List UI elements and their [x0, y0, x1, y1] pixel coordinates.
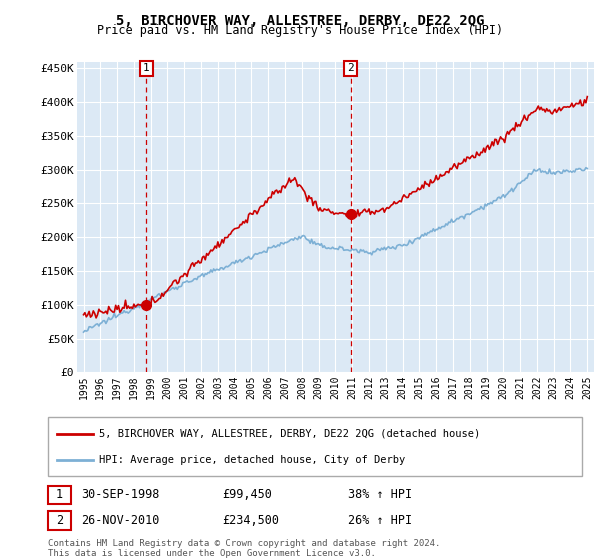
Text: 1: 1 — [56, 488, 63, 501]
Text: 26% ↑ HPI: 26% ↑ HPI — [348, 514, 412, 527]
Text: 2: 2 — [56, 514, 63, 527]
Text: 26-NOV-2010: 26-NOV-2010 — [81, 514, 160, 527]
Text: £99,450: £99,450 — [222, 488, 272, 501]
Text: 1: 1 — [143, 63, 150, 73]
Text: HPI: Average price, detached house, City of Derby: HPI: Average price, detached house, City… — [99, 455, 405, 465]
Text: Price paid vs. HM Land Registry's House Price Index (HPI): Price paid vs. HM Land Registry's House … — [97, 24, 503, 37]
Text: 38% ↑ HPI: 38% ↑ HPI — [348, 488, 412, 501]
Text: £234,500: £234,500 — [222, 514, 279, 527]
Text: 30-SEP-1998: 30-SEP-1998 — [81, 488, 160, 501]
Text: 2: 2 — [347, 63, 354, 73]
Text: 5, BIRCHOVER WAY, ALLESTREE, DERBY, DE22 2QG: 5, BIRCHOVER WAY, ALLESTREE, DERBY, DE22… — [116, 14, 484, 28]
Text: Contains HM Land Registry data © Crown copyright and database right 2024.
This d: Contains HM Land Registry data © Crown c… — [48, 539, 440, 558]
Text: 5, BIRCHOVER WAY, ALLESTREE, DERBY, DE22 2QG (detached house): 5, BIRCHOVER WAY, ALLESTREE, DERBY, DE22… — [99, 428, 480, 438]
